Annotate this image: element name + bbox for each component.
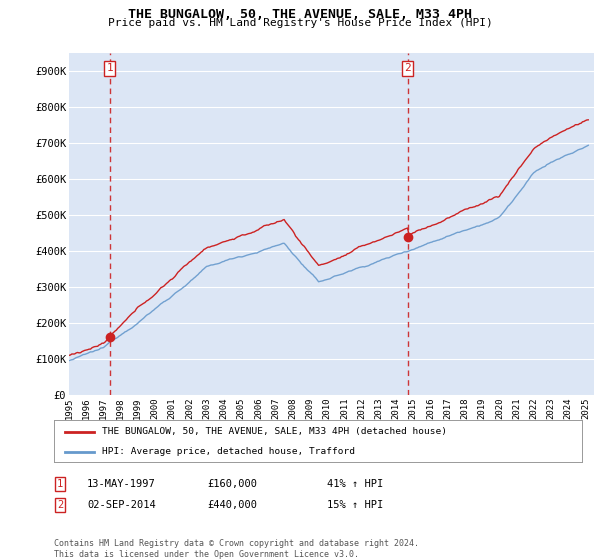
Text: 13-MAY-1997: 13-MAY-1997	[87, 479, 156, 489]
Text: £440,000: £440,000	[207, 500, 257, 510]
Text: 1: 1	[106, 63, 113, 73]
Text: 15% ↑ HPI: 15% ↑ HPI	[327, 500, 383, 510]
Text: 2: 2	[404, 63, 411, 73]
Text: £160,000: £160,000	[207, 479, 257, 489]
Text: THE BUNGALOW, 50, THE AVENUE, SALE, M33 4PH: THE BUNGALOW, 50, THE AVENUE, SALE, M33 …	[128, 8, 472, 21]
Text: 41% ↑ HPI: 41% ↑ HPI	[327, 479, 383, 489]
Text: 2: 2	[57, 500, 63, 510]
Text: THE BUNGALOW, 50, THE AVENUE, SALE, M33 4PH (detached house): THE BUNGALOW, 50, THE AVENUE, SALE, M33 …	[101, 427, 446, 436]
Text: Contains HM Land Registry data © Crown copyright and database right 2024.
This d: Contains HM Land Registry data © Crown c…	[54, 539, 419, 559]
Text: 1: 1	[57, 479, 63, 489]
Text: HPI: Average price, detached house, Trafford: HPI: Average price, detached house, Traf…	[101, 447, 355, 456]
Text: Price paid vs. HM Land Registry's House Price Index (HPI): Price paid vs. HM Land Registry's House …	[107, 18, 493, 29]
Text: 02-SEP-2014: 02-SEP-2014	[87, 500, 156, 510]
